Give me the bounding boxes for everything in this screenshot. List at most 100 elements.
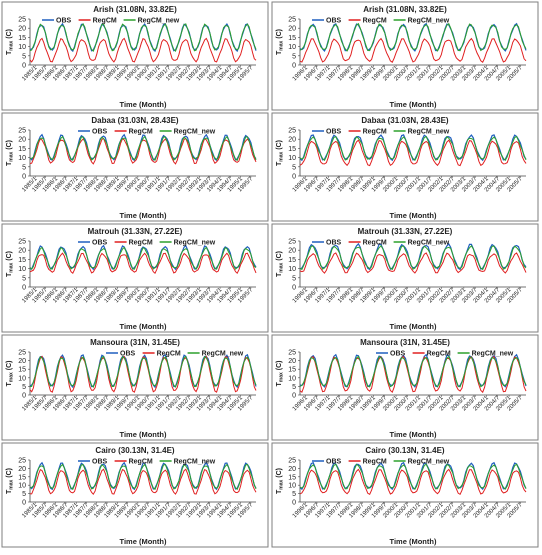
y-axis-label: Tmax (C) (276, 140, 285, 166)
panel-border (1, 112, 269, 222)
x-axis-label: Time (Month) (120, 211, 167, 220)
chart-legend: OBS RegCM RegCM_new (106, 351, 244, 358)
chart-legend: OBS RegCM RegCM_new (78, 240, 216, 247)
y-tick-label: 20 (18, 137, 26, 144)
y-tick-label: 10 (288, 483, 296, 490)
legend-label: OBS (390, 351, 406, 358)
chart-title: Mansoura (31N, 31.45E) (90, 338, 180, 347)
y-axis-label-unit: (C) (276, 251, 283, 263)
y-axis-label-sub: max (9, 40, 15, 50)
y-tick-label: 20 (288, 26, 296, 33)
y-tick-label: 5 (292, 275, 296, 282)
y-tick-label: 15 (288, 474, 296, 481)
x-axis-label: Time (Month) (120, 322, 167, 331)
legend-label: RegCM (129, 240, 153, 247)
legend-label: RegCM_new (174, 459, 216, 466)
y-tick-label: 0 (22, 285, 26, 292)
y-axis-label-unit: (C) (6, 140, 13, 152)
y-axis-label: Tmax (C) (276, 29, 285, 55)
legend-label: OBS (92, 240, 108, 247)
chart-legend: OBS RegCM RegCM_new (312, 18, 450, 25)
y-tick-label: 15 (18, 367, 26, 374)
series-line-regcm (299, 37, 527, 63)
y-tick-label: 25 (18, 128, 26, 135)
chart-title: Dabaa (31.03N, 28.43E) (91, 116, 178, 125)
series-line-regcm (29, 37, 257, 63)
legend-label: OBS (92, 459, 108, 466)
y-axis-label-main: T (276, 381, 283, 386)
y-axis-label-unit: (C) (276, 361, 283, 373)
y-axis-label-sub: max (9, 151, 15, 161)
y-tick-label: 10 (18, 44, 26, 51)
y-tick-label: 10 (288, 266, 296, 273)
legend-label: OBS (326, 129, 342, 136)
panel-border (1, 1, 269, 111)
x-axis-label: Time (Month) (120, 537, 167, 546)
y-axis-label: Tmax (C) (6, 361, 15, 387)
y-tick-label: 15 (288, 35, 296, 42)
y-tick-label: 25 (288, 239, 296, 246)
y-tick-label: 5 (292, 164, 296, 171)
y-axis-label-main: T (276, 489, 283, 494)
chart-title: Cairo (30.13N, 31.4E) (365, 446, 444, 455)
y-axis-label-sub: max (279, 479, 285, 489)
y-axis-label-main: T (6, 272, 13, 277)
y-tick-label: 10 (18, 483, 26, 490)
chart-title: Cairo (30.13N, 31.4E) (95, 446, 174, 455)
y-tick-label: 25 (288, 128, 296, 135)
panel-border (271, 1, 539, 111)
y-tick-label: 15 (18, 146, 26, 153)
panel-border (1, 334, 269, 441)
y-tick-label: 5 (22, 491, 26, 498)
legend-label: OBS (326, 240, 342, 247)
y-tick-label: 15 (288, 367, 296, 374)
y-tick-label: 0 (22, 393, 26, 400)
chart-legend: OBS RegCM RegCM_new (312, 129, 450, 136)
series-line-regcm (299, 252, 527, 274)
x-axis-label: Time (Month) (390, 537, 437, 546)
legend-label: RegCM_new (472, 351, 514, 358)
chart-legend: OBS RegCM RegCM_new (42, 18, 180, 25)
legend-label: RegCM (363, 459, 387, 466)
x-axis-label: Time (Month) (120, 430, 167, 439)
y-tick-label: 15 (288, 146, 296, 153)
y-axis-label: Tmax (C) (276, 361, 285, 387)
panel-border (271, 334, 539, 441)
y-tick-label: 20 (18, 466, 26, 473)
y-tick-label: 0 (292, 500, 296, 507)
y-tick-label: 20 (288, 248, 296, 255)
y-axis-label: Tmax (C) (276, 251, 285, 277)
series-line-regcm-new (29, 23, 257, 52)
y-tick-label: 5 (22, 275, 26, 282)
y-tick-label: 10 (288, 44, 296, 51)
y-tick-label: 20 (18, 26, 26, 33)
chart-legend: OBS RegCM RegCM_new (376, 351, 514, 358)
y-tick-label: 25 (18, 458, 26, 465)
y-tick-label: 5 (22, 384, 26, 391)
y-tick-label: 0 (22, 63, 26, 70)
panel-border (271, 442, 539, 548)
chart-title: Arish (31.08N, 33.82E) (363, 5, 447, 14)
y-axis-label-main: T (276, 272, 283, 277)
y-tick-label: 5 (22, 164, 26, 171)
y-tick-label: 20 (288, 466, 296, 473)
y-axis-label: Tmax (C) (6, 140, 15, 166)
y-axis-label-unit: (C) (6, 29, 13, 41)
series-line-regcm-new (29, 463, 257, 491)
y-tick-label: 5 (292, 53, 296, 60)
y-tick-label: 5 (22, 53, 26, 60)
legend-label: OBS (56, 18, 72, 25)
series-line-regcm-new (29, 355, 257, 389)
panel-border (271, 112, 539, 222)
chart-title: Dabaa (31.03N, 28.43E) (361, 116, 448, 125)
y-tick-label: 25 (18, 350, 26, 357)
y-axis-label-main: T (6, 50, 13, 55)
